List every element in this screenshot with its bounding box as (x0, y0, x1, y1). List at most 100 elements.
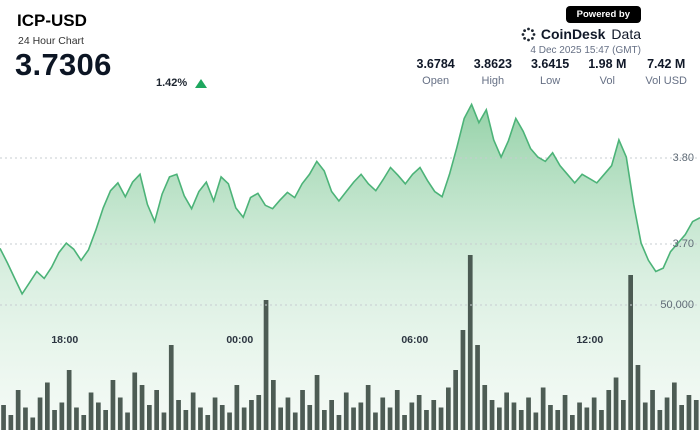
volume-bar (497, 407, 502, 430)
volume-bar (8, 415, 14, 430)
volume-bar (540, 387, 546, 430)
volume-bar (336, 415, 342, 430)
volume-bar (460, 330, 466, 430)
volume-bar (380, 397, 386, 430)
volume-bar (351, 407, 356, 430)
volume-bar (263, 300, 269, 430)
stat-label: Low (539, 75, 561, 87)
price-volume-chart[interactable]: 3.80 3.70 50,000 18:00 00:00 06:00 12:00 (0, 100, 700, 430)
volume-bar (125, 412, 130, 430)
volume-bar (139, 385, 145, 430)
price-axis-label: 3.70 (672, 238, 694, 250)
change-percent: 1.42% (156, 77, 188, 89)
volume-bar (249, 400, 254, 430)
volume-bar (686, 395, 692, 430)
coindesk-data-logo[interactable]: CoinDesk Data (521, 26, 641, 42)
stat-open: 3.6784 Open (417, 57, 455, 87)
volume-bar (45, 382, 50, 430)
stat-value: 1.98 M (588, 57, 627, 71)
volume-bar (424, 410, 429, 430)
volume-bar (198, 407, 203, 430)
volume-bar (402, 415, 407, 430)
volume-bar (110, 380, 116, 430)
volume-bar (518, 410, 524, 430)
volume-bar (365, 385, 371, 430)
volume-bar (650, 390, 655, 430)
volume-bar (292, 412, 298, 430)
up-triangle-icon (195, 78, 208, 88)
volume-bar (322, 410, 327, 430)
volume-bar (555, 410, 561, 430)
time-tick-label: 18:00 (51, 334, 79, 346)
volume-bar (132, 372, 138, 430)
volume-bar (227, 412, 232, 430)
volume-bar (664, 397, 670, 430)
volume-bar (599, 410, 604, 430)
volume-bar (271, 380, 276, 430)
volume-bar (570, 415, 575, 430)
volume-bar (613, 377, 619, 430)
volume-bar (657, 410, 663, 430)
volume-bar (205, 415, 211, 430)
stat-label: Vol (599, 75, 615, 87)
volume-bar (96, 402, 101, 430)
volume-bar (358, 402, 364, 430)
volume-bar (562, 395, 568, 430)
volume-bar (409, 402, 415, 430)
price-area-fill (0, 104, 700, 430)
volume-bar (511, 402, 517, 430)
brand-name-bold: CoinDesk (540, 26, 606, 42)
time-tick-label: 00:00 (226, 334, 254, 346)
current-price: 3.7306 (15, 47, 112, 82)
volume-bar (475, 345, 480, 430)
volume-bar (15, 390, 21, 430)
volume-bar (30, 417, 36, 430)
volume-bar (438, 407, 444, 430)
volume-bar (329, 400, 334, 430)
volume-bar (147, 405, 152, 430)
price-line (0, 102, 700, 296)
stat-vol-usd: 7.42 M Vol USD (645, 57, 687, 87)
stat-value: 3.8623 (473, 57, 512, 71)
volume-axis-label: 50,000 (660, 299, 694, 311)
stats-row: 3.6784 Open 3.8623 High 3.6415 Low 1.98 … (417, 57, 688, 87)
volume-bar (314, 375, 320, 430)
volume-bar (642, 402, 648, 430)
volume-bar (190, 392, 196, 430)
price-change: 1.42% (156, 77, 208, 89)
volume-bar (591, 397, 597, 430)
volume-bar (621, 400, 626, 430)
volume-bar (117, 397, 123, 430)
volume-bar (453, 370, 458, 430)
volume-bar (606, 390, 612, 430)
volume-bar (489, 400, 495, 430)
volume-bar (533, 412, 539, 430)
volume-bar (467, 255, 473, 430)
volume-bar (584, 407, 590, 430)
pair-symbol: ICP-USD (17, 11, 87, 30)
volume-bar (88, 392, 94, 430)
coindesk-logo-icon (521, 27, 536, 41)
volume-bar (416, 395, 422, 430)
stat-low: 3.6415 Low (531, 57, 569, 87)
volume-bar (183, 410, 189, 430)
powered-by-badge[interactable]: Powered by (565, 6, 641, 23)
volume-bar (672, 382, 677, 430)
volume-bar (23, 407, 28, 430)
volume-bar (300, 390, 305, 430)
volume-bar (431, 400, 437, 430)
volume-bar (256, 395, 262, 430)
volume-bar (307, 405, 313, 430)
volume-bar (635, 365, 641, 430)
volume-bar (278, 407, 283, 430)
price-chart-svg[interactable] (0, 100, 700, 430)
time-tick-label: 06:00 (401, 334, 429, 346)
volume-bar (81, 415, 87, 430)
volume-bar (679, 405, 684, 430)
volume-bar (74, 407, 79, 430)
stat-vol: 1.98 M Vol (588, 57, 626, 87)
volume-bar (59, 402, 65, 430)
volume-bar (387, 407, 393, 430)
volume-bar (103, 410, 108, 430)
branding-block: Powered by CoinDesk Data 4 Dec 2025 15:4… (521, 6, 641, 56)
